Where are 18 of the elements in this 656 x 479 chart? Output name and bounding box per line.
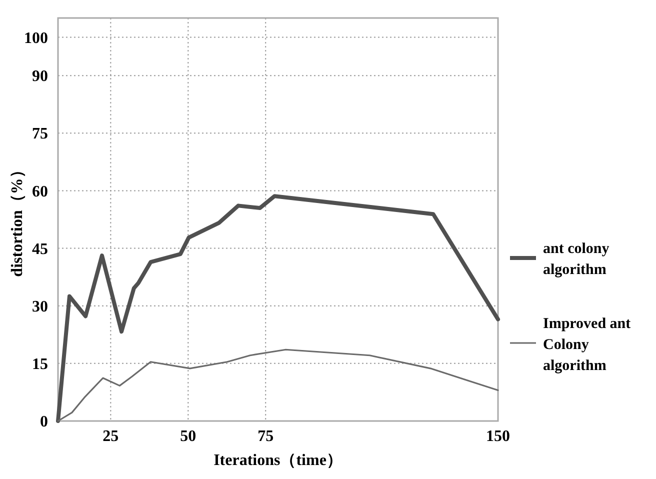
- line-series: [57, 348, 499, 422]
- y-tick-label: 75: [32, 126, 48, 143]
- x-tick-label: 50: [180, 428, 196, 445]
- x-axis-title: Iterations（time）: [214, 452, 342, 469]
- y-tick-label: 0: [40, 414, 48, 431]
- x-tick-label: 75: [258, 428, 274, 445]
- y-tick-label: 60: [32, 183, 48, 200]
- y-tick-label: 45: [32, 240, 48, 258]
- y-tick-label: 30: [32, 298, 48, 316]
- legend-label: ant colony algorithm: [543, 241, 610, 278]
- y-tick-label: 90: [32, 68, 48, 86]
- y-tick-label: 100: [24, 30, 48, 47]
- y-axis-title: distortion（%）: [9, 162, 26, 277]
- legend-label: Improved ant Colony algorithm: [543, 316, 631, 374]
- x-tick-label: 150: [486, 428, 510, 445]
- y-tick-label: 15: [32, 356, 48, 374]
- x-tick-label: 25: [102, 428, 119, 445]
- line-series: [56, 194, 500, 423]
